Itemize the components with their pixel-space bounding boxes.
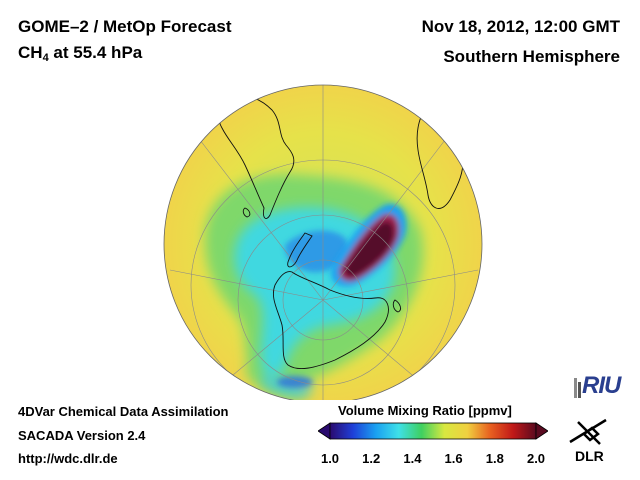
colorbar-tick-label: 1.6 [444,451,463,466]
footer-version: SACADA Version 2.4 [18,428,146,443]
colorbar-tick-label: 1.2 [362,451,381,466]
riu-logo: RIU [582,372,621,399]
footer-assimilation: 4DVar Chemical Data Assimilation [18,404,229,419]
dlr-logo: DLR [575,448,604,464]
globe-map [163,84,483,400]
globe-outline [163,84,483,400]
colorbar-high-arrow [535,422,548,440]
footer-url[interactable]: http://wdc.dlr.de [18,451,118,466]
colorbar [318,422,548,440]
region-label: Southern Hemisphere [443,47,620,66]
species-label: CH4 at 55.4 hPa [18,43,143,64]
forecast-date: Nov 18, 2012, 12:00 GMT [421,17,620,36]
riu-logo-icon [574,378,581,398]
colorbar-ramp [329,422,537,440]
colorbar-tick-label: 1.4 [403,451,422,466]
colorbar-tick-label: 1.8 [485,451,504,466]
map-title: GOME–2 / MetOp Forecast [18,17,232,36]
colorbar-tick-label: 1.0 [320,451,340,466]
colorbar-label: Volume Mixing Ratio [ppmv] [338,403,512,418]
dlr-logo-icon [569,418,607,445]
colorbar-low-arrow [318,422,331,440]
colorbar-tick-label: 2.0 [526,451,546,466]
